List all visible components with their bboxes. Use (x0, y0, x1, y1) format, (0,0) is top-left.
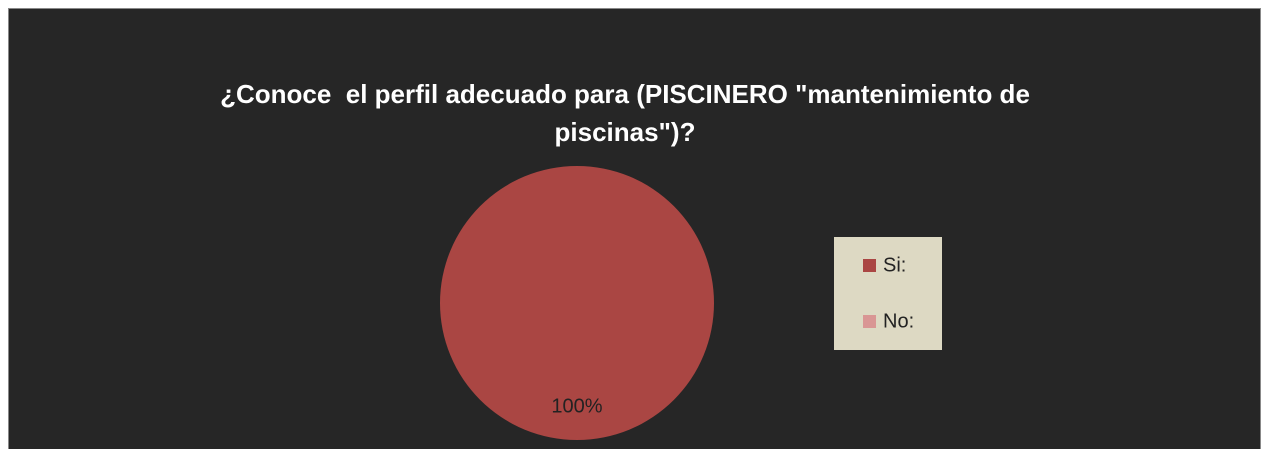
legend-swatch (863, 315, 876, 328)
legend-label: No: (883, 310, 914, 332)
legend-label: Si: (883, 254, 906, 276)
legend-swatch (863, 259, 876, 272)
data-label: 100% (551, 395, 602, 417)
pie-slice (440, 166, 714, 440)
chart-title: ¿Conoce el perfil adecuado para (PISCINE… (220, 79, 1038, 147)
legend-box (834, 237, 942, 350)
